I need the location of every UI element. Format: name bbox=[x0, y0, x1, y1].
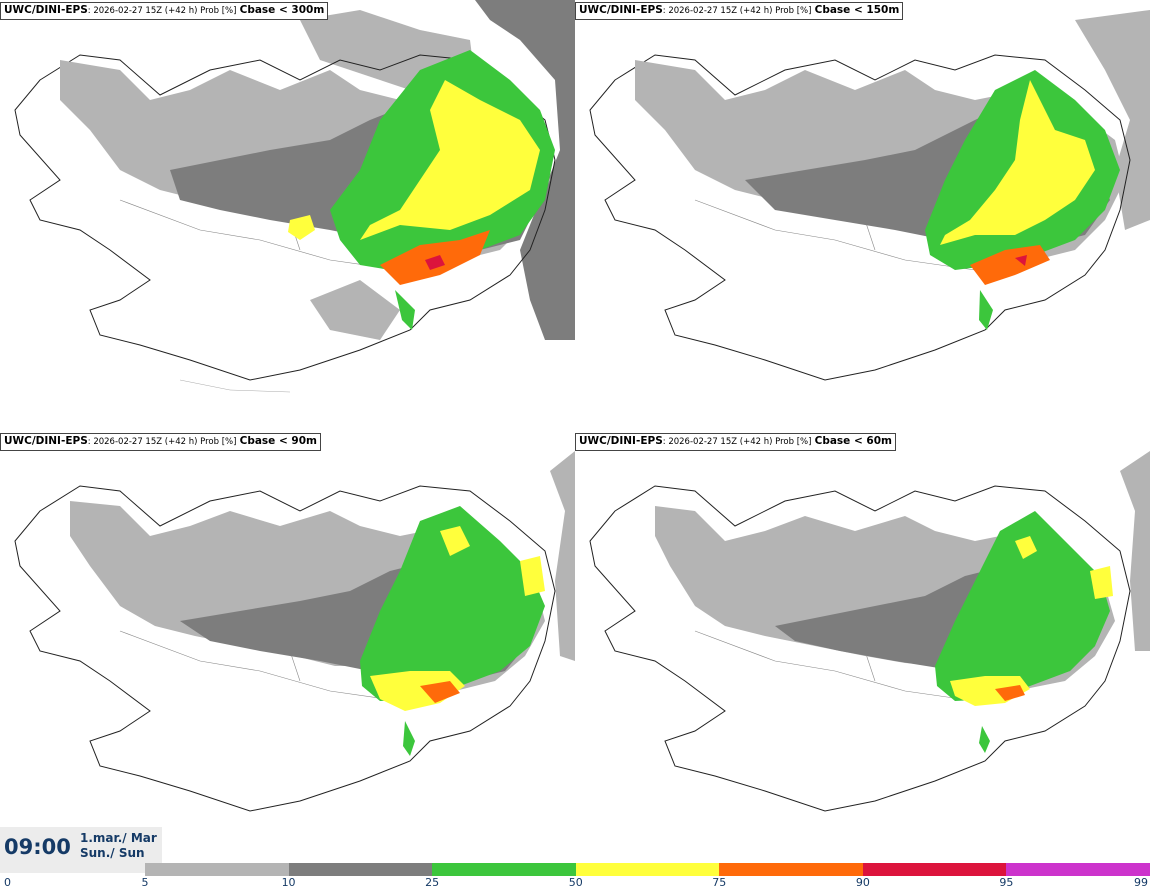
panel-title: UWC/DINI-EPS: 2026-02-27 15Z (+42 h) Pro… bbox=[575, 433, 896, 451]
panel-title: UWC/DINI-EPS: 2026-02-27 15Z (+42 h) Pro… bbox=[0, 2, 329, 20]
field-label: Cbase < 300m bbox=[239, 4, 325, 16]
colorbar-bin bbox=[288, 863, 433, 876]
map-panel-cbase-300: UWC/DINI-EPS: 2026-02-27 15Z (+42 h) Pro… bbox=[0, 0, 575, 428]
run-info: : 2026-02-27 15Z (+42 h) Prob [%] bbox=[662, 6, 812, 16]
probability-map bbox=[589, 451, 1150, 812]
panel-title: UWC/DINI-EPS: 2026-02-27 15Z (+42 h) Pro… bbox=[575, 2, 904, 20]
colorbar-tick-label: 90 bbox=[855, 876, 870, 889]
colorbar-tick-label: 99 bbox=[1134, 876, 1148, 889]
colorbar-tick-label: 50 bbox=[568, 876, 583, 889]
probability-map bbox=[589, 10, 1150, 381]
colorbar-tick-label: 10 bbox=[281, 876, 296, 889]
map-panel-cbase-150: UWC/DINI-EPS: 2026-02-27 15Z (+42 h) Pro… bbox=[575, 0, 1150, 428]
model-name: UWC/DINI-EPS bbox=[579, 4, 663, 16]
colorbar-bin bbox=[145, 863, 289, 876]
grey-haze-east bbox=[1120, 451, 1150, 651]
colorbar-tick-label: 75 bbox=[712, 876, 727, 889]
colorbar-bin bbox=[862, 863, 1007, 876]
colorbar-bin bbox=[432, 863, 576, 876]
colorbar bbox=[145, 863, 1150, 876]
run-info: : 2026-02-27 15Z (+42 h) Prob [%] bbox=[662, 437, 812, 447]
panel-title: UWC/DINI-EPS: 2026-02-27 15Z (+42 h) Pro… bbox=[0, 433, 321, 451]
valid-weekday: Sun./ Sun bbox=[80, 846, 145, 860]
grey-haze-east bbox=[1075, 10, 1150, 230]
colorbar-bin bbox=[575, 863, 720, 876]
valid-time-box: 09:00 1.mar./ Mar Sun./ Sun bbox=[0, 827, 162, 873]
colorbar-bin bbox=[719, 863, 863, 876]
colorbar-bin bbox=[1006, 863, 1150, 876]
colorbar-tick-label: 0 bbox=[4, 876, 11, 889]
model-name: UWC/DINI-EPS bbox=[579, 435, 663, 447]
probability-fill bbox=[655, 506, 1115, 753]
model-name: UWC/DINI-EPS bbox=[4, 4, 88, 16]
probability-map bbox=[14, 0, 575, 393]
run-info: : 2026-02-27 15Z (+42 h) Prob [%] bbox=[87, 437, 237, 447]
probability-fill bbox=[60, 50, 555, 330]
probability-map bbox=[14, 451, 575, 812]
field-label: Cbase < 60m bbox=[814, 435, 892, 447]
probability-fill bbox=[70, 501, 545, 756]
field-label: Cbase < 90m bbox=[239, 435, 317, 447]
valid-date: 1.mar./ Mar bbox=[80, 831, 157, 845]
colorbar-tick-label: 95 bbox=[999, 876, 1014, 889]
field-label: Cbase < 150m bbox=[814, 4, 900, 16]
map-panel-cbase-60: UWC/DINI-EPS: 2026-02-27 15Z (+42 h) Pro… bbox=[575, 431, 1150, 859]
colorbar-tick-label: 5 bbox=[141, 876, 149, 889]
run-info: : 2026-02-27 15Z (+42 h) Prob [%] bbox=[87, 6, 237, 16]
map-panel-cbase-90: UWC/DINI-EPS: 2026-02-27 15Z (+42 h) Pro… bbox=[0, 431, 575, 859]
colorbar-tick-label: 25 bbox=[425, 876, 440, 889]
model-name: UWC/DINI-EPS bbox=[4, 435, 88, 447]
valid-time: 09:00 bbox=[4, 835, 71, 859]
probability-fill bbox=[635, 60, 1125, 330]
grey-haze-east bbox=[550, 451, 575, 661]
